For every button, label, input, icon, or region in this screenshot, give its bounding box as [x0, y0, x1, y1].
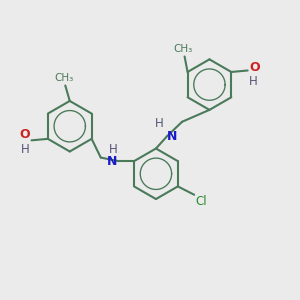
Text: N: N [167, 130, 178, 142]
Text: CH₃: CH₃ [54, 73, 74, 83]
Text: Cl: Cl [196, 195, 207, 208]
Text: H: H [249, 75, 258, 88]
Text: O: O [249, 61, 260, 74]
Text: H: H [155, 117, 164, 130]
Text: N: N [107, 154, 118, 168]
Text: CH₃: CH₃ [173, 44, 193, 54]
Text: H: H [21, 143, 30, 156]
Text: O: O [20, 128, 30, 142]
Text: H: H [109, 143, 118, 156]
